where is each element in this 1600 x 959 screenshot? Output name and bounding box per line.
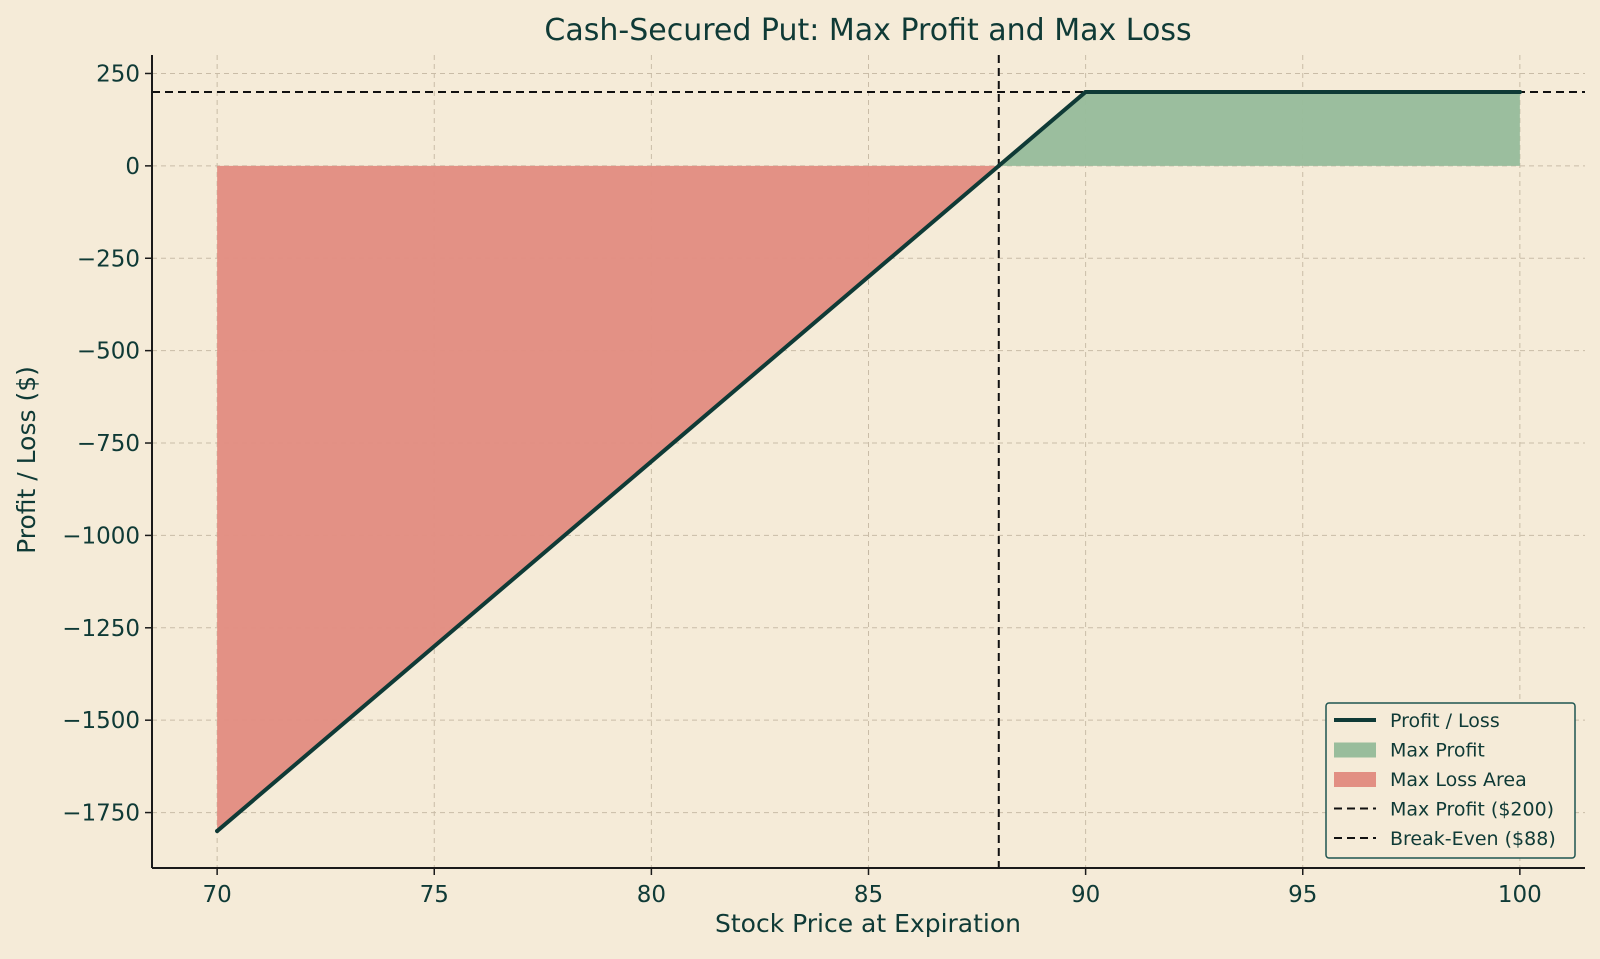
max-profit-area — [998, 91, 1520, 166]
x-tick-label: 80 — [637, 882, 666, 908]
x-tick-label: 85 — [854, 882, 883, 908]
chart-title: Cash-Secured Put: Max Profit and Max Los… — [544, 13, 1191, 48]
x-tick-label: 75 — [420, 882, 449, 908]
legend-label-break-even-88: Break-Even ($88) — [1390, 828, 1556, 850]
ticks: 70 75 80 85 90 95 100 250 0 −250 −500 −750 −1000 −125… — [62, 61, 1542, 908]
x-tick-label: 70 — [202, 882, 231, 908]
profit-loss-point — [996, 163, 1001, 168]
profit-loss-point — [215, 829, 220, 834]
y-axis-label: Profit / Loss ($) — [12, 366, 41, 554]
y-tick-label: −750 — [77, 431, 140, 457]
y-tick-label: −1750 — [62, 801, 140, 827]
y-tick-label: −1500 — [62, 708, 140, 734]
y-tick-label: −250 — [77, 246, 140, 272]
reference-lines — [152, 55, 1585, 868]
y-tick-label: −1250 — [62, 616, 140, 642]
y-tick-label: 250 — [96, 61, 140, 87]
y-tick-label: −1000 — [62, 523, 140, 549]
profit-loss-line — [215, 89, 1522, 834]
legend: Profit / Loss Max Profit Max Loss Area Max … — [1325, 702, 1576, 859]
x-tick-label: 95 — [1288, 882, 1317, 908]
x-axis-label: Stock Price at Expiration — [715, 909, 1021, 938]
series-lines — [215, 89, 1522, 834]
profit-loss-point — [1083, 89, 1088, 94]
legend-label-max-profit: Max Profit — [1390, 740, 1485, 762]
legend-label-profit-loss: Profit / Loss — [1390, 710, 1500, 732]
y-tick-label: −500 — [77, 339, 140, 365]
x-tick-label: 100 — [1498, 882, 1542, 908]
legend-label-max-profit-200: Max Profit ($200) — [1390, 799, 1554, 821]
profit-loss-point — [1517, 89, 1522, 94]
legend-label-max-loss-area: Max Loss Area — [1390, 769, 1527, 791]
legend-box — [1325, 702, 1576, 859]
legend-swatch-max-profit — [1334, 742, 1376, 758]
x-tick-label: 90 — [1071, 882, 1100, 908]
y-tick-label: 0 — [125, 154, 140, 180]
legend-swatch-max-loss-area — [1334, 772, 1376, 787]
